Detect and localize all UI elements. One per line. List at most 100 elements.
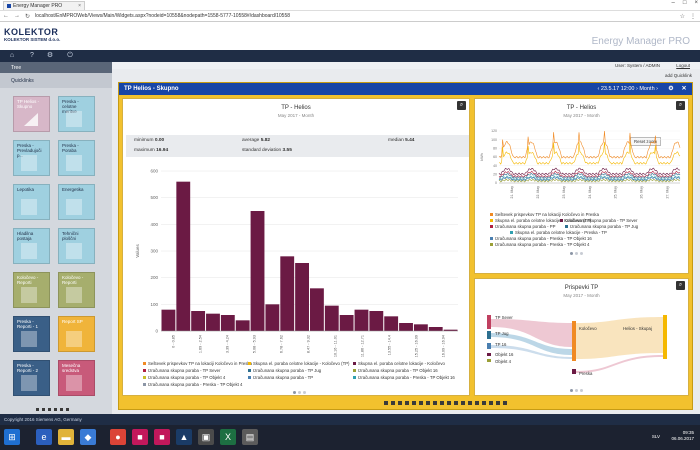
- legend-item[interactable]: Izračunana skupna poraba - Preska - TP O…: [490, 242, 589, 247]
- close-icon[interactable]: ✕: [681, 86, 687, 92]
- tree-header[interactable]: Tree: [0, 62, 112, 73]
- search-icon[interactable]: ⌕: [676, 281, 685, 290]
- pager-dot[interactable]: [496, 401, 500, 405]
- quicklink-tile[interactable]: Preska - Reporti - 1: [13, 316, 50, 352]
- quicklink-tile[interactable]: TP Helios - Skupno: [13, 96, 50, 132]
- app-icon[interactable]: ■: [132, 429, 148, 445]
- pager-dot[interactable]: [66, 408, 69, 411]
- quicklink-tile[interactable]: Energetika: [58, 184, 95, 220]
- pager-dot[interactable]: [440, 401, 444, 405]
- clock[interactable]: 09:35 06.06.2017: [671, 430, 694, 442]
- legend-item[interactable]: Skupna el. poraba celotne lokacije - Kol…: [353, 361, 445, 366]
- legend-item[interactable]: Izračunana skupna poraba - PP: [490, 224, 555, 229]
- quicklink-tile[interactable]: Preska - celotne meritve: [58, 96, 95, 132]
- app-icon[interactable]: ■: [154, 429, 170, 445]
- excel-icon[interactable]: X: [220, 429, 236, 445]
- search-icon[interactable]: ⌕: [457, 101, 466, 110]
- pager-dot[interactable]: [489, 401, 493, 405]
- legend-item[interactable]: Izračunana skupna poraba - Preska - TP O…: [143, 382, 242, 387]
- legend-item[interactable]: Izračunana skupna poraba - TP Sever: [143, 368, 220, 373]
- quicklink-tile[interactable]: Lepotika: [13, 184, 50, 220]
- quicklink-tile[interactable]: Koločevo - Reporti: [13, 272, 50, 308]
- app-icon[interactable]: ▲: [176, 429, 192, 445]
- folder-icon[interactable]: ▬: [58, 429, 74, 445]
- ie-icon[interactable]: e: [36, 429, 52, 445]
- quicklink-tile[interactable]: Hladilna postaja: [13, 228, 50, 264]
- url-field[interactable]: localhost/EnMPROWeb/Views/Main/Widgets.a…: [35, 13, 291, 19]
- pager-dot[interactable]: [384, 401, 388, 405]
- menu-icon[interactable]: ⋮: [690, 13, 696, 20]
- pager-dot[interactable]: [54, 408, 57, 411]
- legend-item[interactable]: Izračunana skupna poraba - TP Objekt 4: [143, 375, 225, 380]
- carousel-dot[interactable]: [570, 252, 573, 255]
- date-navigator[interactable]: ‹ 23.5.17 12:00 › Month ›: [597, 86, 658, 92]
- search-icon[interactable]: ⌕: [676, 101, 685, 110]
- legend-item[interactable]: Skupna el. poraba celotne lokacije - Kol…: [248, 361, 350, 366]
- legend-item[interactable]: Skupna el. poraba celotne lokacije - Kol…: [490, 218, 592, 223]
- quicklinks-header[interactable]: Quicklinks: [0, 73, 112, 88]
- pager-dot[interactable]: [412, 401, 416, 405]
- start-icon[interactable]: ⊞: [4, 429, 20, 445]
- legend-item[interactable]: Seštevek prispevkov TP na lokaciji Koloč…: [490, 212, 599, 217]
- carousel-dot[interactable]: [575, 252, 578, 255]
- pager-dot[interactable]: [475, 401, 479, 405]
- quicklink-tile[interactable]: Tehnični ploščni: [58, 228, 95, 264]
- settings-icon[interactable]: ⚙: [46, 52, 54, 59]
- carousel-dot[interactable]: [570, 389, 573, 392]
- chrome-icon[interactable]: ●: [110, 429, 126, 445]
- quicklink-tile[interactable]: Koločevo - Reporti: [58, 272, 95, 308]
- language-indicator[interactable]: SLV: [651, 434, 660, 439]
- pager-dot[interactable]: [433, 401, 437, 405]
- legend-item[interactable]: Izračunana skupna poraba - TP Jug: [565, 224, 638, 229]
- pager-dot[interactable]: [447, 401, 451, 405]
- pager-dot[interactable]: [419, 401, 423, 405]
- quicklink-tile[interactable]: Mesečna sredstva: [58, 360, 95, 396]
- add-quicklink-link[interactable]: add Quicklink: [664, 73, 692, 78]
- pager-dot[interactable]: [398, 401, 402, 405]
- pager-dot[interactable]: [405, 401, 409, 405]
- legend-item[interactable]: Izračunana skupna poraba - Preska - TP O…: [490, 236, 592, 241]
- maximize-icon[interactable]: □: [682, 0, 687, 6]
- pager-dot[interactable]: [461, 401, 465, 405]
- app-icon[interactable]: ◆: [80, 429, 96, 445]
- pager-dot[interactable]: [468, 401, 472, 405]
- close-tab-icon[interactable]: ×: [78, 3, 81, 9]
- app-icon[interactable]: ▤: [242, 429, 258, 445]
- carousel-dot[interactable]: [298, 391, 301, 394]
- carousel-dot[interactable]: [580, 252, 583, 255]
- legend-item[interactable]: Izračunana skupna poraba - TP: [248, 375, 313, 380]
- reload-icon[interactable]: ↻: [25, 13, 31, 20]
- pager-dot[interactable]: [426, 401, 430, 405]
- home-icon[interactable]: ⌂: [9, 52, 15, 59]
- help-icon[interactable]: ?: [30, 52, 34, 59]
- pager-dot[interactable]: [42, 408, 45, 411]
- quicklink-tile[interactable]: Preska - Reporti - 2: [13, 360, 50, 396]
- browser-tab[interactable]: Energy Manager PRO ×: [3, 1, 85, 10]
- legend-item[interactable]: Izračunana skupna poraba - TP Objekt 16: [353, 368, 438, 373]
- pager-dot[interactable]: [391, 401, 395, 405]
- pager-dot[interactable]: [60, 408, 63, 411]
- carousel-dot[interactable]: [580, 389, 583, 392]
- legend-item[interactable]: Izračunana skupna poraba - Preska - TP O…: [353, 375, 455, 380]
- carousel-dot[interactable]: [303, 391, 306, 394]
- pager-dot[interactable]: [36, 408, 39, 411]
- pager-dot[interactable]: [503, 401, 507, 405]
- legend-item[interactable]: Izračunana skupna poraba - TP Jug: [248, 368, 321, 373]
- pager-dot[interactable]: [48, 408, 51, 411]
- star-icon[interactable]: ☆: [679, 13, 685, 20]
- logout-link[interactable]: Logout: [676, 63, 690, 68]
- forward-icon[interactable]: →: [14, 13, 20, 19]
- carousel-dot[interactable]: [575, 389, 578, 392]
- pager-dot[interactable]: [482, 401, 486, 405]
- back-icon[interactable]: ←: [3, 13, 9, 19]
- minimize-icon[interactable]: –: [671, 0, 675, 6]
- carousel-dot[interactable]: [293, 391, 296, 394]
- close-window-icon[interactable]: ×: [694, 0, 698, 6]
- app-icon[interactable]: ▣: [198, 429, 214, 445]
- power-icon[interactable]: ⏻: [67, 52, 73, 59]
- settings-icon[interactable]: ⚙: [668, 86, 674, 92]
- legend-item[interactable]: Izračunana skupna poraba - TP Sever: [560, 218, 637, 223]
- quicklink-tile[interactable]: Preska - Poraba: [58, 140, 95, 176]
- legend-item[interactable]: Seštevek prispevkov TP na lokaciji Koloč…: [143, 361, 252, 366]
- quicklink-tile[interactable]: Preska - Prevladujoči p...: [13, 140, 50, 176]
